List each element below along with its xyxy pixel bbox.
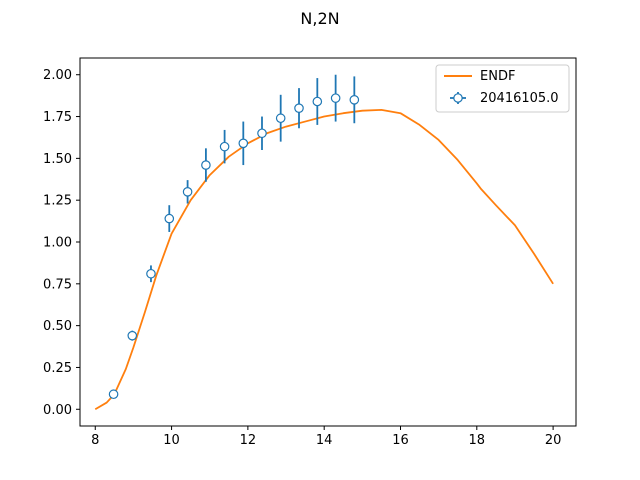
- y-tick-label: 0.75: [43, 277, 72, 292]
- y-tick-label: 1.75: [43, 110, 72, 125]
- y-tick-label: 2.00: [43, 68, 72, 83]
- exp-data-point: [108, 389, 119, 400]
- exp-data-point: [219, 141, 230, 152]
- exp-data-point: [330, 93, 341, 103]
- exp-data-point: [312, 96, 323, 107]
- y-tick-label: 1.25: [43, 194, 72, 209]
- exp-data-point: [146, 268, 156, 279]
- x-tick-label: 10: [163, 433, 180, 448]
- x-tick-label: 16: [392, 433, 409, 448]
- plot-area: [94, 74, 554, 411]
- endf-series-line: [94, 108, 554, 411]
- x-tick-label: 20: [545, 433, 562, 448]
- exp-data-point: [349, 95, 360, 105]
- y-tick-label: 1.50: [43, 152, 72, 167]
- y-axis: 0.00 0.25 0.50 0.75 1.00 1.25 1.50 1.75 2.00: [43, 68, 80, 418]
- legend: ENDF 20416105.0: [435, 64, 570, 113]
- exp-data-point: [164, 213, 175, 224]
- y-tick-label: 1.00: [43, 236, 72, 251]
- exp-data-point: [201, 160, 211, 170]
- exp-data-point: [182, 187, 193, 197]
- exp-data-point: [257, 128, 267, 139]
- x-tick-label: 18: [469, 433, 486, 448]
- y-tick-label: 0.25: [43, 361, 72, 376]
- x-tick-label: 14: [316, 433, 333, 448]
- y-tick-label: 0.00: [43, 403, 72, 418]
- exp-data-point: [127, 330, 138, 341]
- x-tick-label: 12: [240, 433, 257, 448]
- exp-data-point: [238, 138, 249, 149]
- axes-frame: [79, 57, 577, 427]
- legend-label-exp: 20416105.0: [480, 91, 559, 106]
- legend-label-endf: ENDF: [480, 69, 515, 84]
- legend-exp-swatch: [450, 92, 466, 104]
- x-axis: 8 10 12 14 16 18 20: [91, 426, 561, 448]
- x-tick-label: 8: [91, 433, 99, 448]
- y-tick-label: 0.50: [43, 319, 72, 334]
- legend-exp-marker: [453, 93, 463, 103]
- chart-title: N,2N: [300, 9, 339, 28]
- exp-data-point: [275, 113, 286, 124]
- exp-data-point: [294, 103, 304, 113]
